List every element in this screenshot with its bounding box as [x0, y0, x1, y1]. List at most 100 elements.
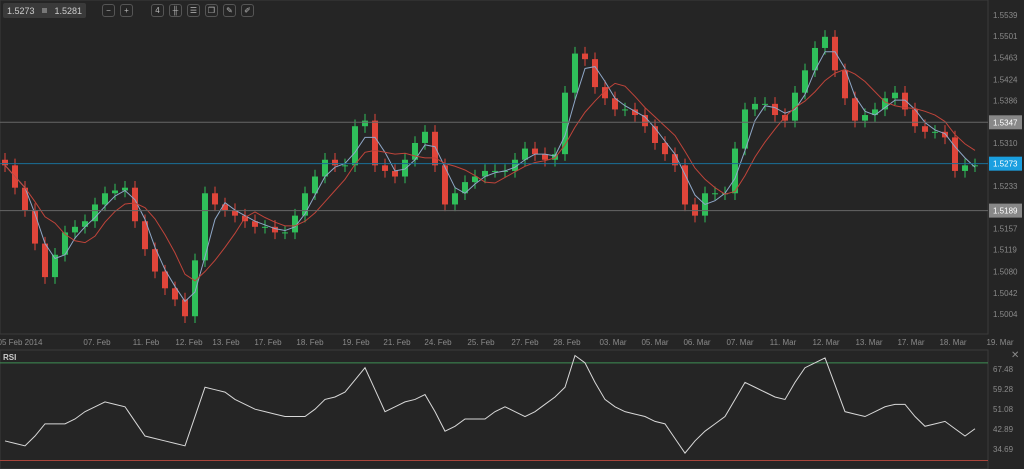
candle-body: [122, 187, 128, 191]
price-tick: 1.5424: [993, 75, 1018, 84]
time-tick: 18. Mar: [939, 338, 966, 347]
time-tick: 07. Mar: [726, 338, 753, 347]
rsi-pane-border: [0, 349, 989, 469]
main-pane-border: [0, 0, 989, 335]
level-low-tag: [989, 203, 1022, 218]
candle-body: [102, 193, 108, 205]
candle-body: [62, 232, 68, 255]
time-tick: 17. Feb: [254, 338, 282, 347]
candle-body: [572, 53, 578, 93]
rsi-tick: 51.08: [993, 405, 1014, 414]
candle-body: [662, 142, 668, 155]
candle-body: [862, 115, 868, 121]
candle-body: [682, 165, 688, 205]
candle-body: [342, 165, 348, 167]
candle-body: [652, 126, 658, 143]
price-tick: 1.5042: [993, 289, 1018, 298]
copy-icon[interactable]: ❐: [205, 4, 218, 17]
current-price-tag: [989, 156, 1022, 171]
rsi-tick: 42.89: [993, 425, 1014, 434]
candle-body: [932, 131, 938, 133]
timeframe-icon[interactable]: 4: [151, 4, 164, 17]
price-tick: 1.5233: [993, 182, 1018, 191]
candle-body: [692, 204, 698, 216]
chart-toolbar: 1.5273 1.5281 − + 4 ╫ ☰ ❐ ✎ ✐: [3, 3, 254, 18]
time-tick: 12. Mar: [812, 338, 839, 347]
time-tick: 24. Feb: [424, 338, 452, 347]
time-tick: 21. Feb: [383, 338, 411, 347]
candle-body: [912, 109, 918, 127]
quote-box[interactable]: 1.5273 1.5281: [3, 3, 86, 18]
rsi-line: [4, 354, 976, 454]
time-tick: 12. Feb: [175, 338, 203, 347]
rsi-label: RSI: [3, 353, 16, 362]
candle-body: [2, 159, 8, 166]
candle-body: [292, 215, 298, 233]
candle-body: [22, 187, 28, 211]
price-tick: 1.5463: [993, 53, 1018, 62]
time-tick: 05 Feb 2014: [0, 338, 43, 347]
candle-body: [262, 226, 268, 228]
candle-body: [182, 299, 188, 317]
candle-body: [762, 103, 768, 105]
price-tick: 1.5080: [993, 268, 1018, 277]
candle-body: [92, 204, 98, 222]
draw-icon[interactable]: ✐: [241, 4, 254, 17]
chart-type-icon[interactable]: ╫: [169, 4, 182, 17]
time-tick: 19. Mar: [986, 338, 1013, 347]
candle-body: [72, 226, 78, 233]
time-tick: 27. Feb: [511, 338, 539, 347]
candle-body: [612, 98, 618, 110]
candle-body: [952, 137, 958, 171]
candle-body: [352, 126, 358, 166]
candle-body: [52, 254, 58, 278]
close-rsi-icon[interactable]: ✕: [1011, 350, 1019, 361]
bid-price: 1.5273: [7, 5, 35, 16]
candle-body: [672, 154, 678, 166]
time-tick: 18. Feb: [296, 338, 324, 347]
candle-body: [452, 193, 458, 205]
candle-body: [792, 92, 798, 121]
candle-body: [252, 221, 258, 227]
time-tick: 03. Mar: [599, 338, 626, 347]
time-tick: 05. Mar: [641, 338, 668, 347]
candle-body: [972, 165, 978, 167]
candle-body: [172, 288, 178, 300]
level-high-label: 1.5347: [993, 118, 1018, 127]
zoom-in-icon[interactable]: +: [120, 4, 133, 17]
candle-body: [272, 226, 278, 233]
time-tick: 13. Mar: [855, 338, 882, 347]
candle-body: [892, 92, 898, 99]
time-tick: 25. Feb: [467, 338, 495, 347]
candle-body: [512, 159, 518, 171]
edit-icon[interactable]: ✎: [223, 4, 236, 17]
candle-body: [852, 98, 858, 121]
candle-body: [922, 126, 928, 132]
candle-body: [312, 176, 318, 194]
zoom-out-icon[interactable]: −: [102, 4, 115, 17]
candle-body: [712, 193, 718, 195]
candle-body: [372, 120, 378, 166]
candle-body: [302, 193, 308, 216]
candle-body: [642, 115, 648, 127]
candle-body: [362, 120, 368, 127]
price-tick: 1.5310: [993, 139, 1018, 148]
price-tick: 1.5539: [993, 11, 1018, 20]
level-low-label: 1.5189: [993, 207, 1018, 216]
candle-body: [192, 260, 198, 317]
candle-body: [962, 165, 968, 171]
candle-body: [592, 59, 598, 88]
price-tick: 1.5501: [993, 32, 1018, 41]
time-tick: 19. Feb: [342, 338, 370, 347]
candle-body: [82, 221, 88, 227]
indicators-icon[interactable]: ☰: [187, 4, 200, 17]
level-high-tag: [989, 115, 1022, 130]
candle-body: [222, 204, 228, 211]
candle-body: [882, 98, 888, 110]
candle-body: [832, 36, 838, 71]
candle-body: [532, 148, 538, 155]
candle-body: [422, 131, 428, 143]
candle-body: [732, 148, 738, 194]
time-tick: 13. Feb: [212, 338, 240, 347]
